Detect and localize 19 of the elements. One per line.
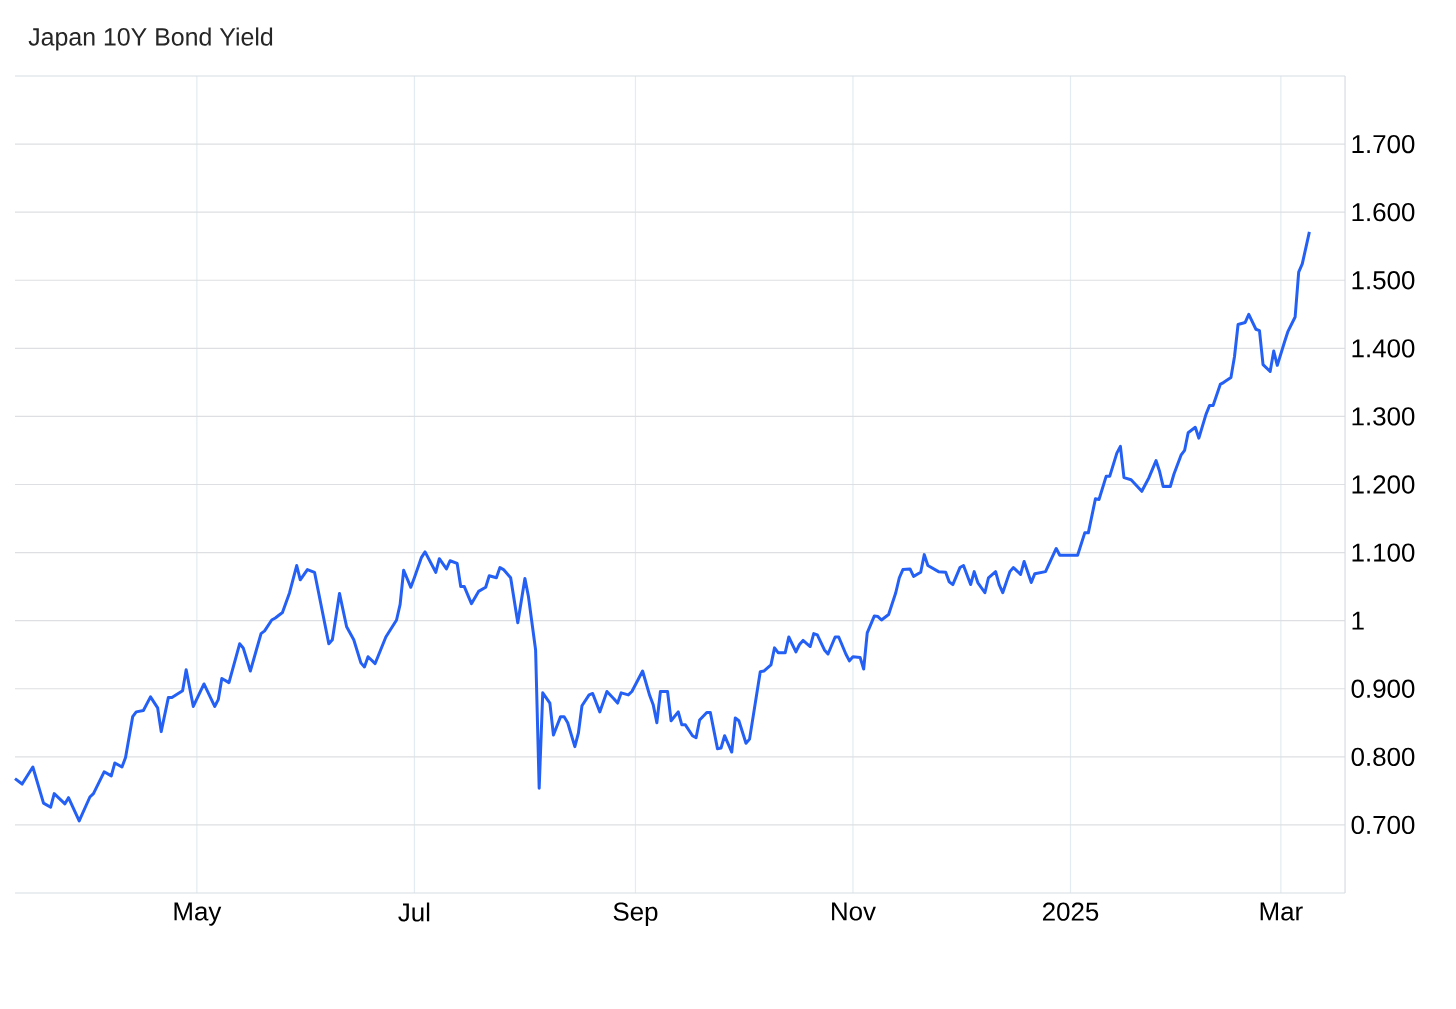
y-tick-label: 1.300 [1352,407,1415,426]
y-tick-label: 0.900 [1351,679,1415,698]
y-tick-label: 1.600 [1352,202,1415,222]
x-tick-label: May [174,902,222,926]
y-tick-label: 1.100 [1352,543,1415,562]
y-tick-label: 0.800 [1351,747,1415,766]
x-tick-label: Mar [1260,902,1303,921]
chart-title: Japan 10Y Bond Yield [28,27,273,51]
y-tick-label: 1.200 [1352,475,1415,494]
y-tick-label: 1 [1352,611,1364,630]
x-tick-label: Nov [832,902,876,921]
y-tick-label: 1.400 [1352,339,1415,358]
y-tick-label: 0.700 [1351,815,1415,835]
x-tick-label: Sep [613,902,658,926]
line-series [13,230,1311,823]
x-tick-label: Jul [398,902,430,922]
y-tick-label: 1.500 [1352,271,1415,290]
y-tick-label: 1.700 [1352,134,1415,154]
x-tick-label: 2025 [1042,902,1099,921]
